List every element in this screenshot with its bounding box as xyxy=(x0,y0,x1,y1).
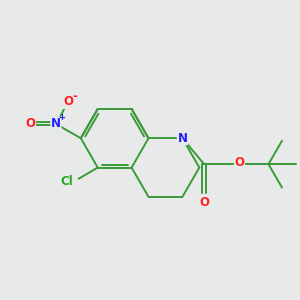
Text: O: O xyxy=(235,156,244,169)
Text: +: + xyxy=(58,113,65,122)
Text: O: O xyxy=(199,196,209,209)
Text: O: O xyxy=(26,117,35,130)
Text: N: N xyxy=(51,117,61,130)
Text: O: O xyxy=(64,95,74,108)
Text: N: N xyxy=(177,132,188,145)
Text: -: - xyxy=(72,90,77,103)
Text: Cl: Cl xyxy=(60,175,73,188)
